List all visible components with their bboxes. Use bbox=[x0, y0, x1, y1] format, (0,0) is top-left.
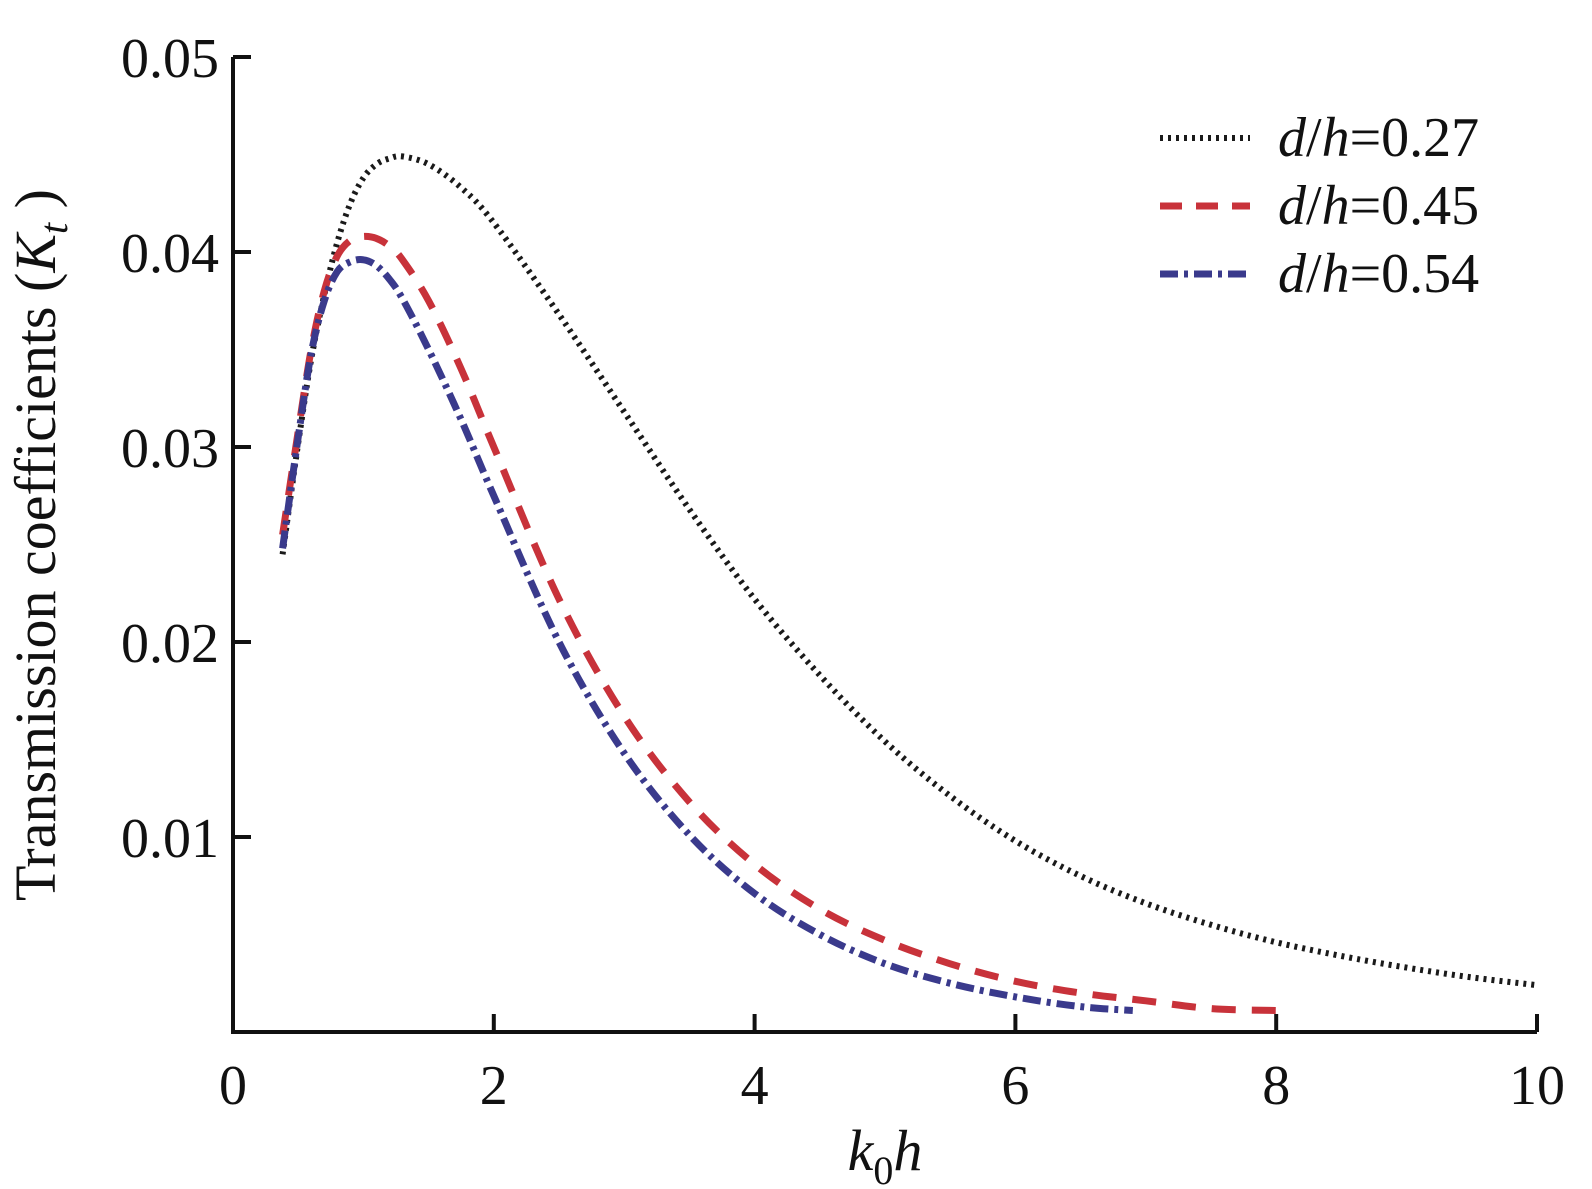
x-tick-label: 8 bbox=[1262, 1055, 1290, 1117]
x-axis-label-h: h bbox=[893, 1118, 922, 1183]
x-tick-label: 2 bbox=[480, 1055, 508, 1117]
x-tick-label: 4 bbox=[741, 1055, 769, 1117]
series-line-1 bbox=[279, 232, 1277, 1014]
x-axis-ticks: 0 2 4 6 8 10 bbox=[219, 1014, 1565, 1117]
y-axis-label-close: ) bbox=[3, 189, 68, 223]
x-tick-label: 6 bbox=[1001, 1055, 1029, 1117]
y-tick-label: 0.02 bbox=[121, 613, 219, 675]
x-tick-label: 10 bbox=[1509, 1055, 1565, 1117]
y-axis-label-subscript: t bbox=[31, 222, 76, 234]
legend-label-1: d/h=0.45 bbox=[1278, 175, 1479, 237]
series-layer bbox=[279, 153, 1538, 1014]
y-tick-label: 0.05 bbox=[121, 28, 219, 90]
y-axis-label-k: K bbox=[3, 231, 68, 274]
x-axis-label: k0h bbox=[848, 1118, 923, 1189]
x-tick-label: 0 bbox=[219, 1055, 247, 1117]
axes bbox=[231, 57, 1537, 1034]
legend: d/h=0.27 d/h=0.45 d/h=0.54 bbox=[1160, 107, 1479, 305]
y-axis-ticks: 0.01 0.02 0.03 0.04 0.05 bbox=[121, 28, 251, 870]
y-tick-label: 0.01 bbox=[121, 808, 219, 870]
legend-label-2: d/h=0.54 bbox=[1278, 243, 1479, 305]
y-axis-label: Transmission coefficients (Kt ) bbox=[3, 189, 76, 901]
x-axis-label-k: k bbox=[848, 1118, 875, 1183]
y-axis-label-main: Transmission coefficients ( bbox=[3, 273, 68, 901]
x-axis-label-subscript: 0 bbox=[873, 1148, 893, 1189]
y-tick-label: 0.03 bbox=[121, 418, 219, 480]
series-line-2 bbox=[279, 256, 1134, 1014]
series-line-0 bbox=[279, 153, 1538, 989]
y-tick-label: 0.04 bbox=[121, 223, 219, 285]
legend-label-0: d/h=0.27 bbox=[1278, 107, 1479, 169]
